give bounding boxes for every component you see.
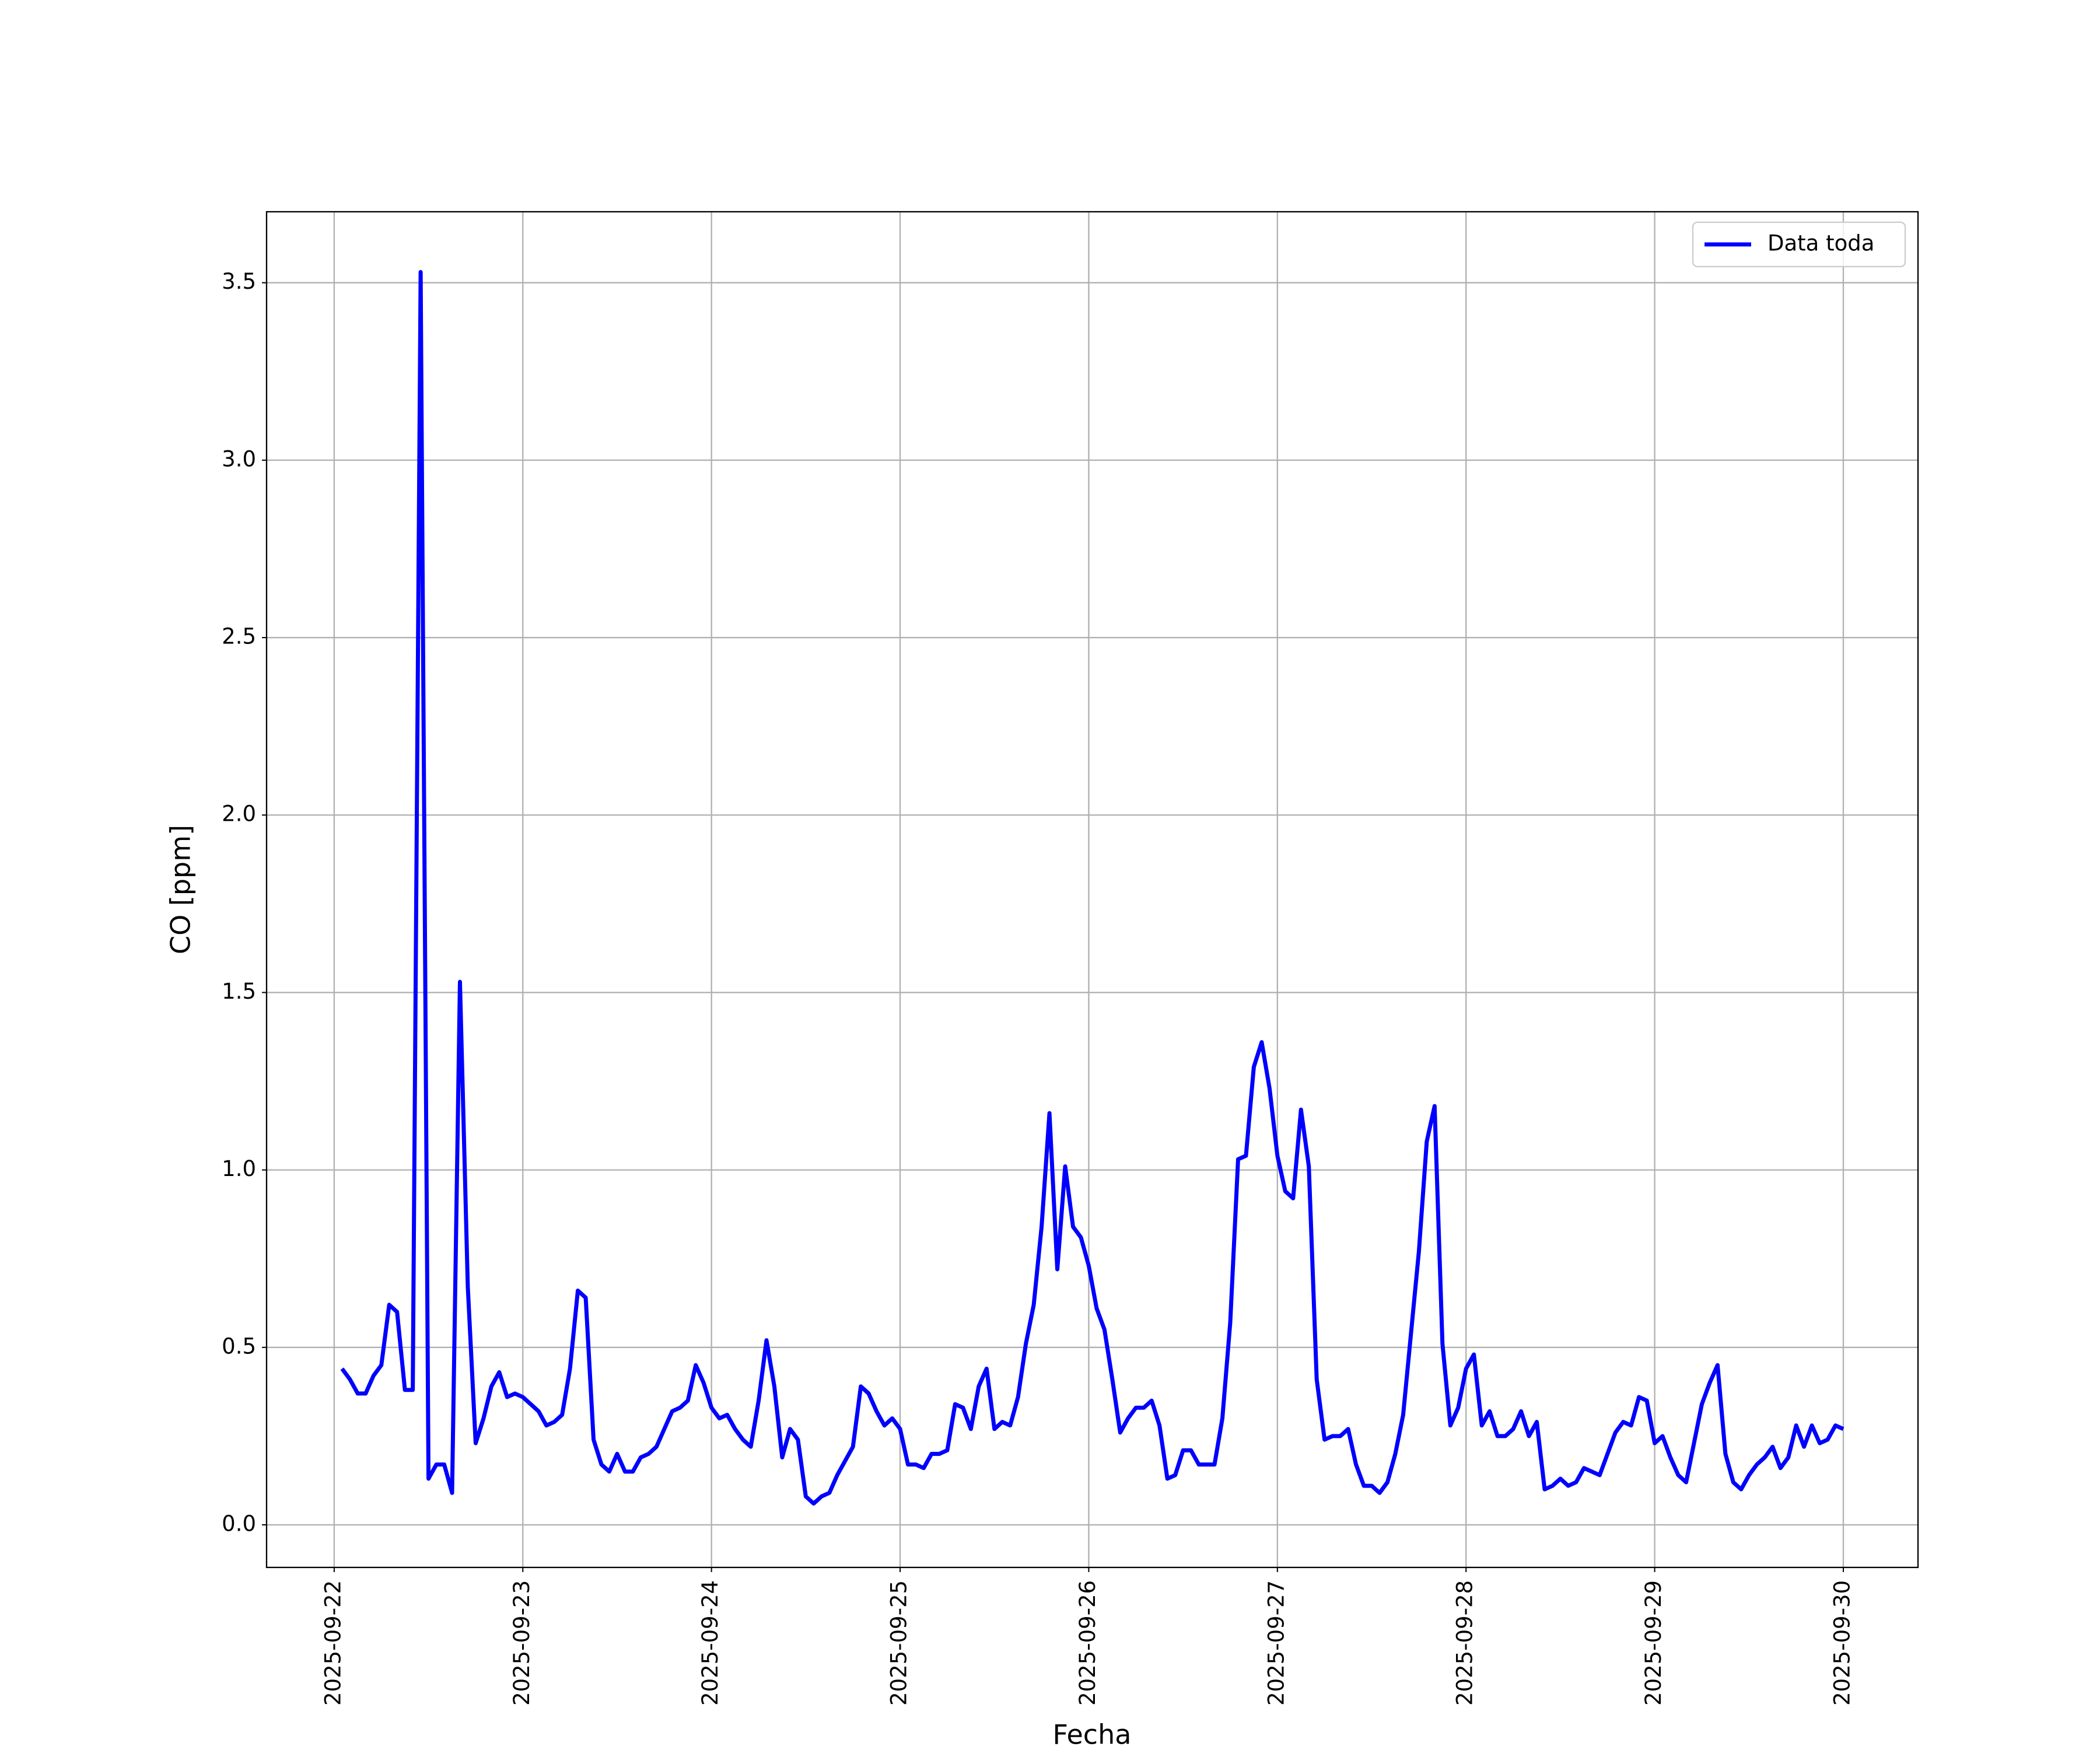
legend-label: Data toda	[1768, 231, 1874, 256]
x-axis-label: Fecha	[1053, 1719, 1132, 1750]
x-tick-label: 2025-09-29	[1641, 1580, 1666, 1706]
x-tick-label: 2025-09-28	[1452, 1580, 1478, 1706]
y-tick-label: 0.0	[222, 1511, 256, 1536]
y-tick-label: 2.5	[222, 624, 256, 649]
data-line	[340, 270, 1845, 1506]
x-tick-label: 2025-09-22	[320, 1580, 345, 1706]
x-tick-label: 2025-09-26	[1075, 1580, 1100, 1706]
legend-box	[1692, 221, 1906, 268]
y-tick-label: 3.0	[222, 446, 256, 471]
y-tick-label: 1.0	[222, 1156, 256, 1181]
y-tick-label: 0.5	[222, 1334, 256, 1359]
y-tick-label: 3.5	[222, 269, 256, 294]
x-tick-label: 2025-09-27	[1264, 1580, 1289, 1706]
y-tick-label: 1.5	[222, 979, 256, 1004]
plot-frame	[265, 211, 1919, 1569]
x-tick-label: 2025-09-23	[509, 1580, 534, 1706]
y-axis-label: CO [ppm]	[165, 825, 197, 954]
x-tick-label: 2025-09-25	[887, 1580, 912, 1706]
legend: Data toda	[1692, 221, 1906, 268]
x-tick-label: 2025-09-30	[1829, 1580, 1854, 1706]
y-tick-label: 2.0	[222, 802, 256, 827]
x-tick-label: 2025-09-24	[698, 1580, 723, 1706]
